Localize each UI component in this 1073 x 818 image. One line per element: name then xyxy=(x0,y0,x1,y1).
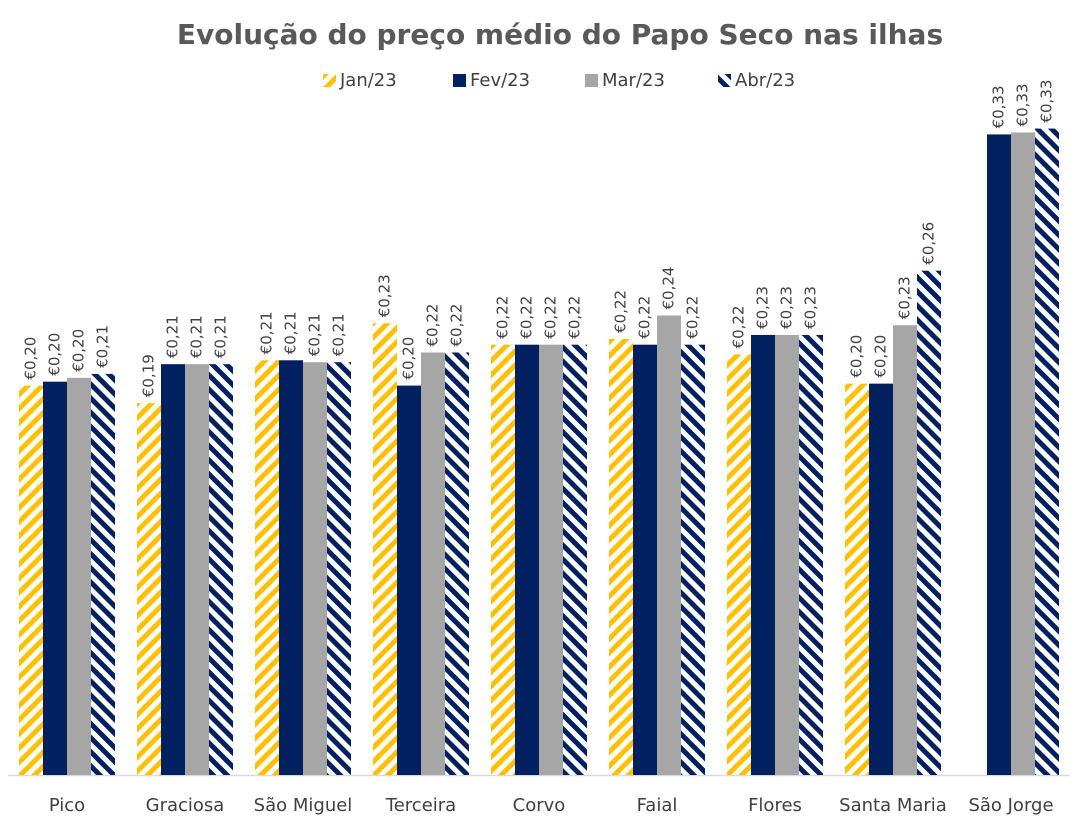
x-tick-label: São Jorge xyxy=(968,795,1053,816)
bar xyxy=(137,403,161,775)
data-label: €0,21 xyxy=(212,315,230,358)
data-label: €0,26 xyxy=(920,222,938,265)
x-tick-label: São Miguel xyxy=(254,795,353,816)
data-label: €0,21 xyxy=(282,311,300,354)
bar xyxy=(727,354,751,775)
data-label: €0,33 xyxy=(1038,80,1056,123)
bar xyxy=(893,325,917,775)
bar xyxy=(327,362,351,775)
bar xyxy=(279,360,303,775)
data-label: €0,24 xyxy=(660,267,678,310)
data-label: €0,21 xyxy=(258,311,276,354)
bar xyxy=(67,377,91,775)
data-label: €0,21 xyxy=(164,315,182,358)
data-label: €0,20 xyxy=(400,337,418,380)
bar xyxy=(373,323,397,775)
data-label: €0,22 xyxy=(566,296,584,339)
bar xyxy=(845,383,869,775)
data-label: €0,23 xyxy=(376,274,394,317)
x-tick-label: Faial xyxy=(637,795,678,816)
bar xyxy=(657,315,681,775)
bar xyxy=(681,344,705,775)
bar xyxy=(255,360,279,775)
data-label: €0,22 xyxy=(494,296,512,339)
data-label: €0,19 xyxy=(140,354,158,397)
data-label: €0,21 xyxy=(330,313,348,356)
data-label: €0,22 xyxy=(636,296,654,339)
x-tick-label: Terceira xyxy=(385,795,456,816)
bar xyxy=(563,344,587,775)
bar xyxy=(987,134,1011,775)
data-label: €0,21 xyxy=(306,313,324,356)
data-label: €0,22 xyxy=(612,290,630,333)
data-label: €0,22 xyxy=(730,305,748,348)
bar xyxy=(185,364,209,775)
bar xyxy=(43,381,67,775)
data-label: €0,20 xyxy=(848,335,866,378)
bar xyxy=(609,338,633,775)
data-label: €0,20 xyxy=(872,335,890,378)
bar xyxy=(397,385,421,775)
data-label: €0,23 xyxy=(754,286,772,329)
data-label: €0,33 xyxy=(1014,84,1032,127)
data-label: €0,23 xyxy=(802,286,820,329)
bar xyxy=(421,352,445,775)
data-label: €0,22 xyxy=(542,296,560,339)
data-label: €0,22 xyxy=(448,304,466,347)
legend-swatch xyxy=(585,74,598,87)
bar xyxy=(917,270,941,775)
data-label: €0,22 xyxy=(424,304,442,347)
legend-swatch xyxy=(453,74,466,87)
bar xyxy=(91,373,115,775)
x-tick-label: Corvo xyxy=(513,795,566,816)
data-label: €0,22 xyxy=(684,296,702,339)
bar xyxy=(1011,132,1035,775)
data-label: €0,20 xyxy=(70,329,88,372)
bar xyxy=(491,344,515,775)
data-label: €0,20 xyxy=(22,337,40,380)
bar xyxy=(775,334,799,775)
bar xyxy=(515,344,539,775)
data-label: €0,33 xyxy=(990,85,1008,128)
legend-label: Mar/23 xyxy=(602,70,665,91)
data-label: €0,20 xyxy=(46,333,64,376)
chart-title: Evolução do preço médio do Papo Seco nas… xyxy=(177,18,943,51)
data-label: €0,22 xyxy=(518,296,536,339)
x-tick-label: Santa Maria xyxy=(839,795,947,816)
bar xyxy=(799,334,823,775)
x-tick-label: Graciosa xyxy=(146,795,225,816)
legend-label: Fev/23 xyxy=(470,70,530,91)
data-label: €0,23 xyxy=(778,286,796,329)
data-label: €0,23 xyxy=(896,276,914,319)
bar xyxy=(19,385,43,775)
x-tick-label: Flores xyxy=(748,795,802,816)
x-tick-label: Pico xyxy=(49,795,85,816)
bar xyxy=(445,352,469,775)
bar xyxy=(751,334,775,775)
bar xyxy=(633,344,657,775)
bar xyxy=(539,344,563,775)
legend-label: Abr/23 xyxy=(735,70,795,91)
bar xyxy=(1035,128,1059,775)
legend-label: Jan/23 xyxy=(339,70,397,91)
bar xyxy=(303,362,327,775)
data-label: €0,21 xyxy=(188,315,206,358)
bar xyxy=(869,383,893,775)
bar xyxy=(209,364,233,775)
data-label: €0,21 xyxy=(94,325,112,368)
bar xyxy=(161,364,185,775)
legend-swatch xyxy=(323,74,336,87)
legend-swatch xyxy=(718,74,731,87)
